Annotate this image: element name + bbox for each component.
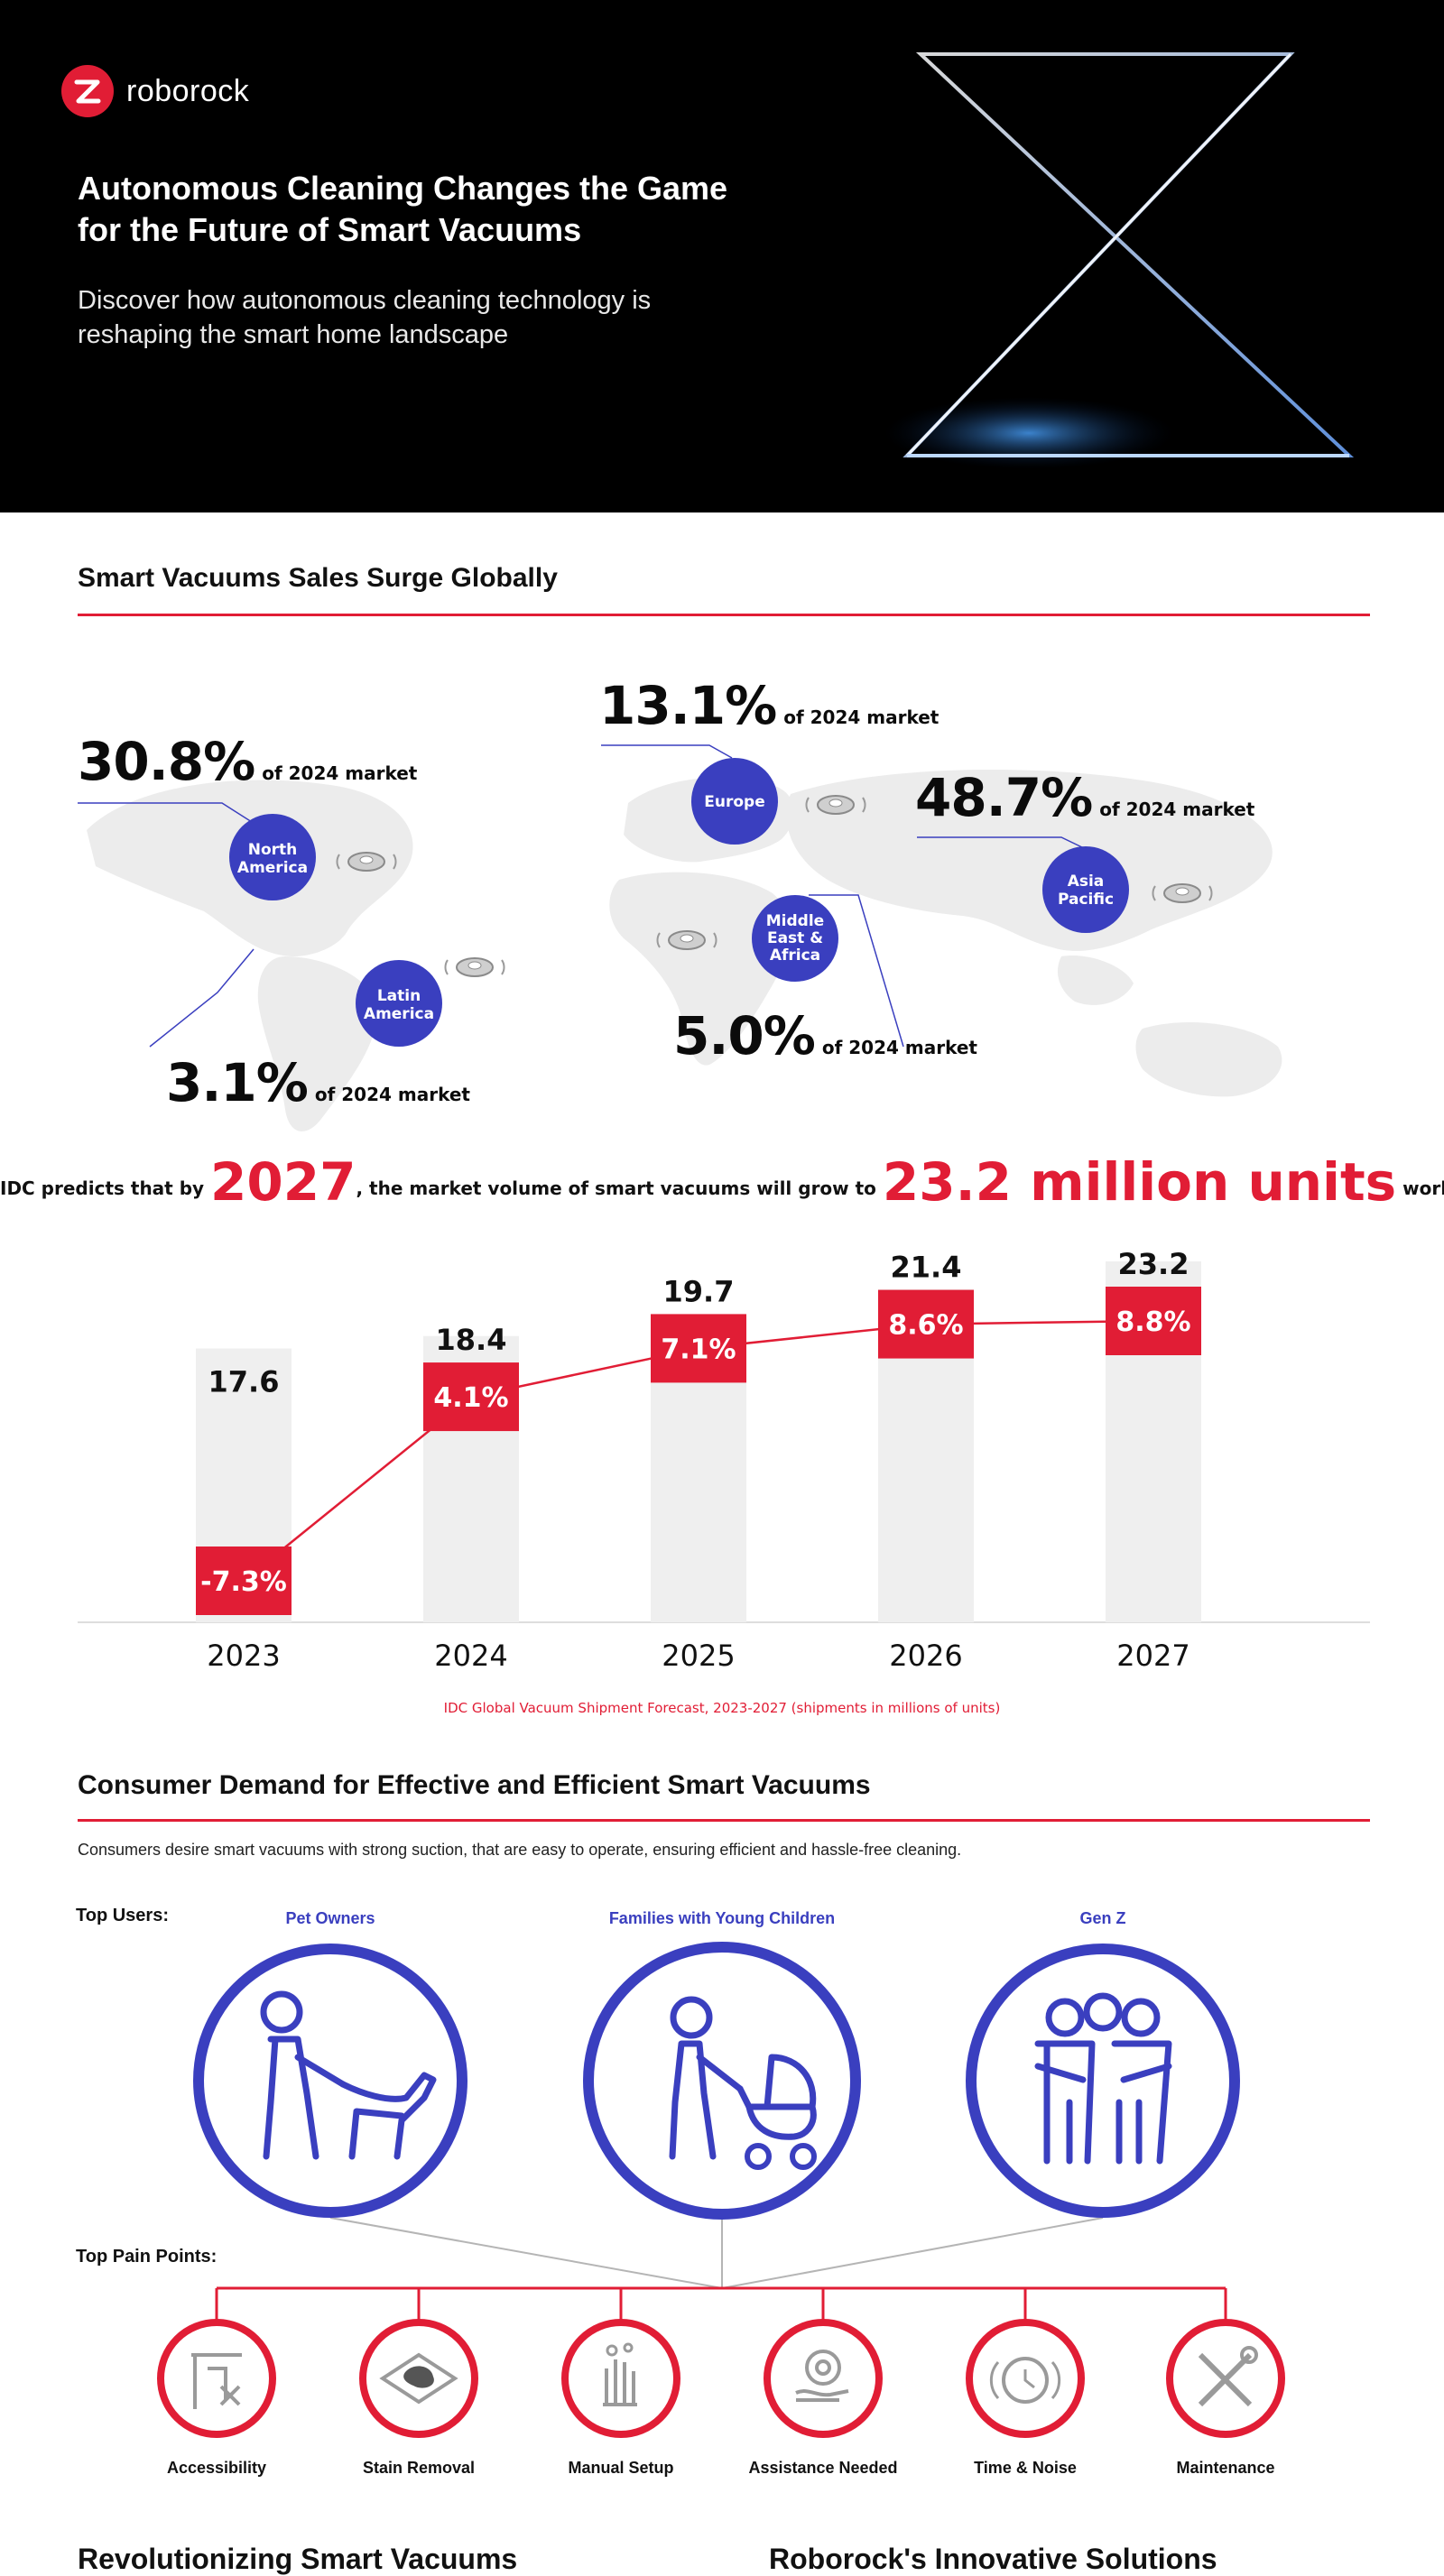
shipment-forecast-chart: -7.3% 4.1% 7.1% 8.6% 8.8% 17.6 18.4 19.7 21.4 23.… <box>78 1247 1370 1673</box>
growth-box-2026 <box>878 1289 974 1359</box>
chart-caption: IDC Global Vacuum Shipment Forecast, 202… <box>443 1700 1001 1716</box>
region-label: Pacific <box>1058 891 1114 909</box>
prediction-text: IDC predicts that by <box>0 1177 211 1199</box>
pct-north-america: 30.8% of 2024 market <box>78 731 417 792</box>
section-title-demand: Consumer Demand for Effective and Effici… <box>78 1770 871 1800</box>
region-latin-america: Latin America <box>356 960 442 1047</box>
growth-box-2025 <box>651 1314 746 1383</box>
region-label: America <box>237 859 308 877</box>
category-label-2023: 2023 <box>207 1639 280 1673</box>
top-pain-points-label: Top Pain Points: <box>76 2247 218 2267</box>
pct-asia-pacific: 48.7% of 2024 market <box>915 767 1254 828</box>
pct-value: 30.8% <box>78 731 255 792</box>
category-label-2027: 2027 <box>1116 1639 1189 1673</box>
pct-suffix: of 2024 market <box>314 1084 470 1105</box>
hero-title-line: for the Future of Smart Vacuums <box>78 211 582 248</box>
pct-latin-america: 3.1% of 2024 market <box>166 1052 470 1113</box>
hero-subtitle: Discover how autonomous cleaning technol… <box>78 283 764 352</box>
world-map: North America Latin America Europe Middl… <box>78 744 1282 1131</box>
growth-label-2023: -7.3% <box>200 1566 287 1598</box>
family-with-stroller-icon <box>583 1942 861 2220</box>
time-and-noise-icon <box>966 2319 1085 2438</box>
accessibility-icon <box>157 2319 276 2438</box>
pct-europe: 13.1% of 2024 market <box>599 675 939 736</box>
region-label: Latin <box>377 987 421 1005</box>
pain-point-label: Time & Noise <box>974 2459 1077 2477</box>
region-europe: Europe <box>691 758 778 845</box>
pct-suffix: of 2024 market <box>821 1037 977 1058</box>
growth-label-2024: 4.1% <box>433 1382 508 1414</box>
region-label: Middle <box>766 912 824 930</box>
category-label-2025: 2025 <box>662 1639 735 1673</box>
hero-title-line: Autonomous Cleaning Changes the Game <box>78 170 728 207</box>
z-light-art <box>884 52 1355 469</box>
pct-value: 3.1% <box>166 1052 309 1113</box>
growth-label-2025: 7.1% <box>661 1334 736 1365</box>
hero-subtitle-line: Discover how autonomous cleaning technol… <box>78 286 652 315</box>
category-label-2026: 2026 <box>889 1639 962 1673</box>
pct-suffix: of 2024 market <box>783 706 940 728</box>
region-label: North <box>248 841 298 859</box>
prediction-text: , the market volume of smart vacuums wil… <box>356 1177 883 1199</box>
section-divider <box>78 614 1370 616</box>
users-and-pain-points-diagram <box>157 1942 1285 2438</box>
region-label: America <box>364 1005 434 1023</box>
value-label-2023: 17.6 <box>208 1365 280 1399</box>
prediction-year: 2027 <box>210 1151 356 1213</box>
pain-point-label: Assistance Needed <box>748 2459 898 2477</box>
growth-box-2023 <box>196 1547 292 1615</box>
growth-label-2027: 8.8% <box>1115 1306 1190 1338</box>
brand-logo[interactable]: roborock <box>61 65 249 117</box>
pain-point-label: Maintenance <box>1176 2459 1275 2477</box>
section-title-solutions: Roborock's Innovative Solutions <box>769 2543 1217 2575</box>
value-label-2025: 19.7 <box>663 1274 735 1308</box>
pct-value: 13.1% <box>599 675 777 736</box>
region-label: Africa <box>770 946 820 965</box>
section-title-revolutionizing: Revolutionizing Smart Vacuums <box>78 2543 518 2575</box>
roborock-logo-icon <box>61 65 114 117</box>
user-label-families: Families with Young Children <box>608 1909 836 1927</box>
hero-subtitle-line: reshaping the smart home landscape <box>78 320 509 349</box>
prediction-amount: 23.2 million units <box>882 1151 1397 1213</box>
gen-z-group-icon <box>966 1944 1240 2218</box>
stain-removal-icon <box>359 2319 478 2438</box>
hero-title: Autonomous Cleaning Changes the Game for… <box>78 168 764 251</box>
region-asia-pacific: Asia Pacific <box>1042 846 1129 933</box>
prediction-text: worldwide. <box>1402 1177 1444 1199</box>
section-divider <box>78 1819 1370 1822</box>
brand-name: roborock <box>126 73 250 108</box>
growth-box-2024 <box>423 1362 519 1432</box>
pct-value: 48.7% <box>915 767 1093 828</box>
value-label-2027: 23.2 <box>1118 1247 1189 1281</box>
pct-suffix: of 2024 market <box>1099 799 1255 820</box>
user-label-gen-z: Gen Z <box>1079 1909 1126 1927</box>
assistance-needed-icon <box>764 2319 883 2438</box>
pet-owner-icon <box>193 1944 467 2218</box>
pct-middle-east-africa: 5.0% of 2024 market <box>673 1005 977 1066</box>
pain-point-label: Manual Setup <box>568 2459 674 2477</box>
region-middle-east-africa: Middle East & Africa <box>752 895 838 982</box>
category-label-2024: 2024 <box>434 1639 507 1673</box>
region-label: East & <box>767 929 823 947</box>
section-title-sales: Smart Vacuums Sales Surge Globally <box>78 563 558 593</box>
region-north-america: North America <box>229 814 316 900</box>
section-description: Consumers desire smart vacuums with stro… <box>78 1841 962 1859</box>
user-label-pet-owners: Pet Owners <box>285 1909 375 1927</box>
growth-box-2027 <box>1106 1287 1201 1355</box>
prediction-statement: IDC predicts that by 2027, the market vo… <box>0 1151 1444 1213</box>
pct-suffix: of 2024 market <box>262 762 418 784</box>
value-label-2026: 21.4 <box>891 1251 962 1285</box>
pct-value: 5.0% <box>673 1005 816 1066</box>
region-label: Asia <box>1068 873 1105 891</box>
value-label-2024: 18.4 <box>436 1323 507 1357</box>
pain-point-label: Stain Removal <box>362 2459 476 2477</box>
manual-setup-icon <box>561 2319 680 2438</box>
maintenance-icon <box>1166 2319 1285 2438</box>
growth-label-2026: 8.6% <box>888 1310 963 1342</box>
hero-banner: roborock Autonomous Cleaning Changes the… <box>0 0 1444 512</box>
pain-point-label: Accessibility <box>166 2459 267 2477</box>
region-label: Europe <box>704 793 764 811</box>
top-users-label: Top Users: <box>76 1906 169 1925</box>
